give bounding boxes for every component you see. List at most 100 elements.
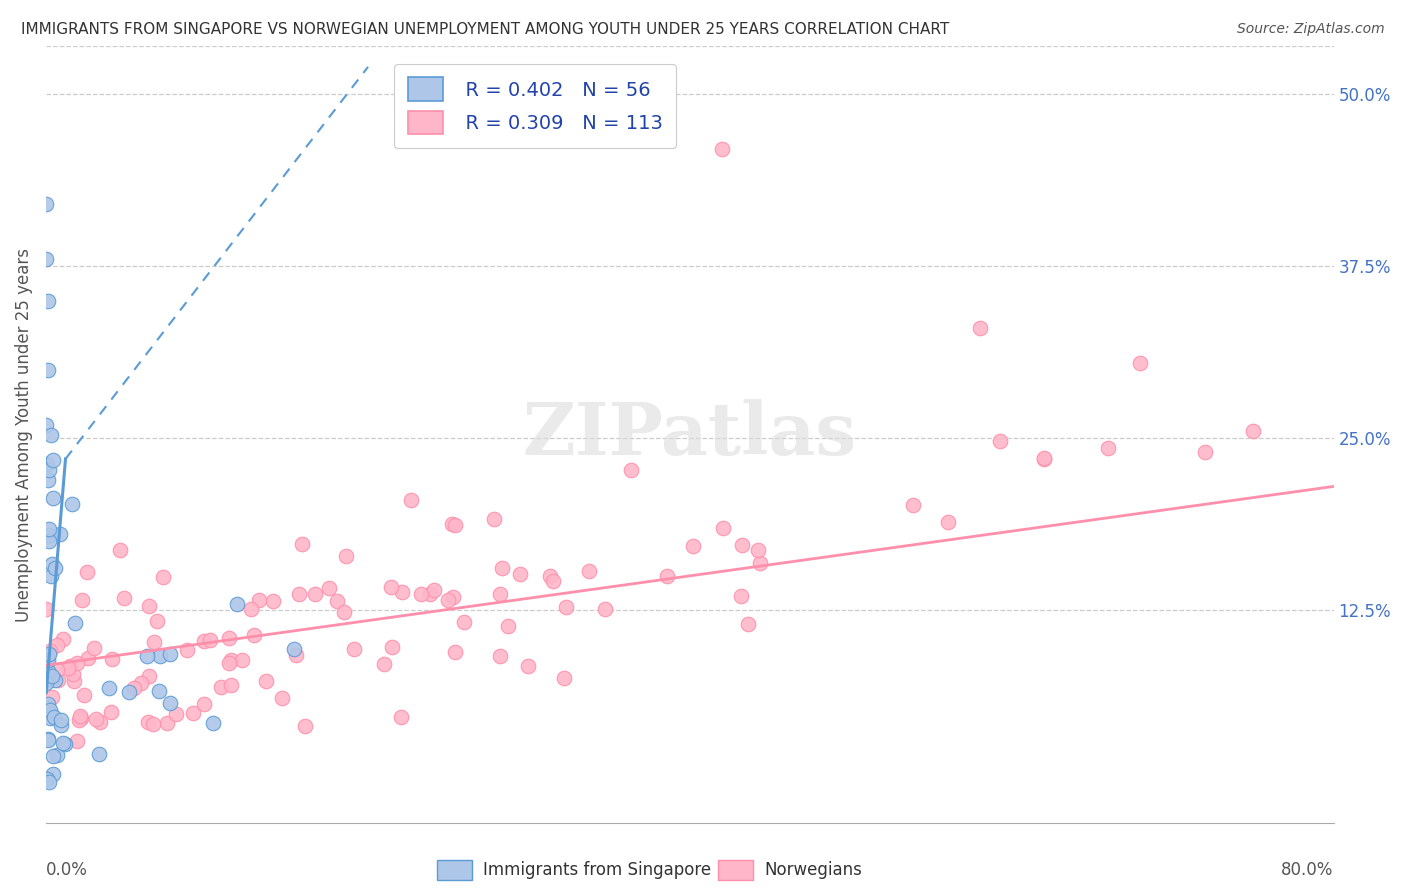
Point — [294, 719, 316, 733]
Point — [38, 711, 60, 725]
Point — [291, 537, 314, 551]
Point — [335, 549, 357, 563]
Point — [35, 602, 58, 616]
Text: ZIPatlas: ZIPatlas — [523, 400, 856, 470]
Text: Immigrants from Singapore: Immigrants from Singapore — [484, 861, 711, 879]
Point — [152, 570, 174, 584]
Point — [1194, 445, 1216, 459]
Point — [63, 673, 86, 688]
Point — [271, 690, 294, 705]
Point — [226, 597, 249, 611]
Point — [35, 197, 58, 211]
Point — [148, 684, 170, 698]
Point — [76, 565, 98, 579]
Point — [901, 498, 924, 512]
Point — [39, 644, 62, 658]
Point — [380, 580, 402, 594]
Point — [87, 747, 110, 761]
Point — [489, 586, 512, 600]
Text: Source: ZipAtlas.com: Source: ZipAtlas.com — [1237, 22, 1385, 37]
Point — [114, 591, 136, 605]
Point — [988, 434, 1011, 448]
Point — [38, 522, 60, 536]
Point — [218, 631, 240, 645]
Point — [52, 632, 75, 647]
Point — [42, 749, 65, 764]
Point — [45, 663, 67, 677]
Point — [284, 648, 307, 662]
Y-axis label: Unemployment Among Youth under 25 years: Unemployment Among Youth under 25 years — [15, 248, 32, 622]
Point — [38, 527, 60, 541]
Point — [200, 632, 222, 647]
Point — [35, 655, 58, 669]
Point — [100, 705, 122, 719]
Point — [73, 688, 96, 702]
Point — [41, 669, 63, 683]
Point — [136, 714, 159, 729]
Point — [77, 651, 100, 665]
Point — [254, 674, 277, 689]
Point — [731, 538, 754, 552]
Legend:   R = 0.402   N = 56,   R = 0.309   N = 113: R = 0.402 N = 56, R = 0.309 N = 113 — [395, 63, 676, 148]
Point — [423, 582, 446, 597]
Point — [129, 675, 152, 690]
Point — [38, 533, 60, 548]
Text: 80.0%: 80.0% — [1281, 861, 1333, 879]
Point — [41, 690, 63, 705]
Point — [48, 673, 70, 687]
Point — [38, 462, 60, 476]
Point — [373, 657, 395, 671]
Point — [41, 557, 63, 571]
Point — [381, 640, 404, 654]
Point — [509, 566, 531, 581]
Point — [35, 700, 58, 714]
Point — [136, 648, 159, 663]
Point — [37, 732, 59, 747]
Point — [441, 517, 464, 532]
Point — [969, 321, 991, 335]
Point — [35, 675, 58, 690]
Point — [711, 521, 734, 535]
Point — [44, 673, 66, 687]
Point — [748, 556, 770, 570]
Point — [737, 617, 759, 632]
Point — [482, 512, 505, 526]
Text: Norwegians: Norwegians — [765, 861, 862, 879]
Point — [101, 652, 124, 666]
Point — [183, 706, 205, 720]
Point — [49, 527, 72, 541]
Point — [66, 656, 89, 670]
Point — [541, 574, 564, 588]
Point — [39, 427, 62, 442]
Point — [441, 591, 464, 605]
Point — [46, 747, 69, 762]
Point — [159, 696, 181, 710]
Point — [124, 681, 146, 696]
Text: 0.0%: 0.0% — [46, 861, 89, 879]
Point — [66, 734, 89, 748]
Point — [149, 649, 172, 664]
Point — [219, 653, 242, 667]
Point — [1097, 441, 1119, 455]
Point — [98, 681, 121, 696]
Point — [176, 643, 198, 657]
Point — [138, 669, 160, 683]
Point — [711, 142, 734, 156]
Point — [1033, 450, 1056, 465]
Point — [304, 586, 326, 600]
Point — [409, 587, 432, 601]
Point — [37, 293, 59, 308]
Point — [488, 648, 510, 663]
Point — [201, 715, 224, 730]
Point — [491, 560, 513, 574]
Point — [38, 775, 60, 789]
Point — [49, 718, 72, 732]
Point — [193, 634, 215, 648]
Point — [35, 417, 58, 432]
Point — [332, 605, 354, 619]
Point — [209, 680, 232, 694]
Point — [65, 615, 87, 630]
Point — [44, 710, 66, 724]
Point — [218, 656, 240, 670]
Point — [42, 767, 65, 781]
